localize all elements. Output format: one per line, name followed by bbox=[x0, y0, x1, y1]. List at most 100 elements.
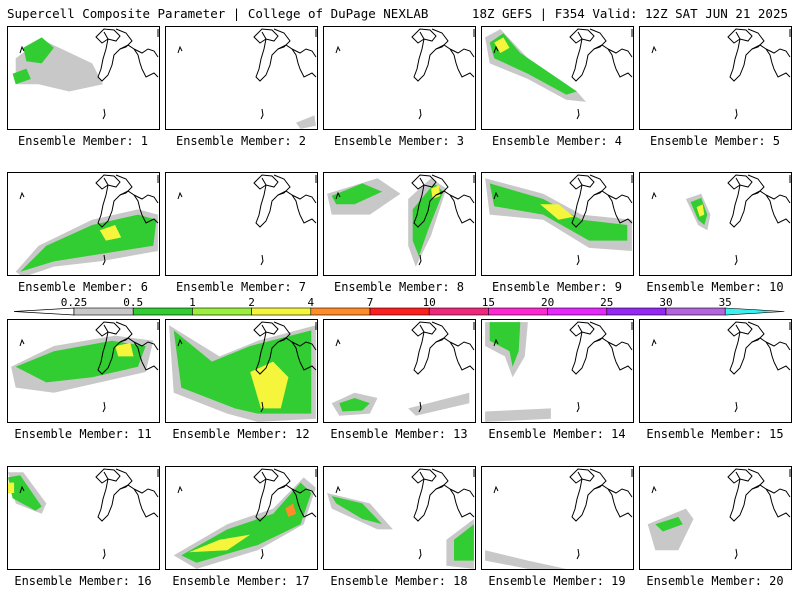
great-lakes-outline bbox=[253, 174, 279, 190]
great-lakes-outline bbox=[607, 341, 633, 351]
great-lakes-outline bbox=[589, 468, 607, 490]
great-lakes-outline bbox=[255, 31, 301, 82]
lake-mark bbox=[177, 45, 183, 54]
ensemble-panel bbox=[165, 26, 318, 130]
ensemble-member-label: Ensemble Member: 9 bbox=[491, 280, 623, 294]
great-lakes-outline bbox=[413, 177, 459, 228]
great-lakes-outline bbox=[571, 177, 617, 228]
great-lakes-outline bbox=[133, 48, 159, 58]
ensemble-panel bbox=[481, 172, 634, 276]
panel-map bbox=[485, 28, 633, 120]
ensemble-member-label: Ensemble Member: 17 bbox=[172, 574, 310, 588]
great-lakes-outline bbox=[411, 321, 437, 337]
legend-swatch bbox=[724, 307, 785, 316]
lake-mark bbox=[19, 338, 25, 347]
legend-swatch bbox=[369, 307, 430, 316]
great-lakes-outline bbox=[765, 488, 791, 498]
great-lakes-outline bbox=[411, 28, 437, 44]
lake-mark bbox=[493, 338, 499, 347]
legend-tick-label: 4 bbox=[307, 296, 314, 309]
great-lakes-outline bbox=[457, 214, 475, 224]
panel-map bbox=[485, 174, 633, 266]
ensemble-member-label: Ensemble Member: 15 bbox=[646, 427, 784, 441]
great-lakes-outline bbox=[141, 68, 159, 78]
great-lakes-outline bbox=[569, 321, 595, 337]
great-lakes-outline bbox=[253, 468, 279, 484]
scp-contour-green bbox=[331, 496, 383, 525]
legend-tick-label: 35 bbox=[719, 296, 732, 309]
great-lakes-outline bbox=[607, 194, 633, 204]
scp-contour-yellow bbox=[494, 37, 510, 53]
lake-mark bbox=[418, 401, 422, 413]
panel-map bbox=[15, 174, 159, 275]
legend-swatch bbox=[251, 307, 312, 316]
scp-contour-orange bbox=[285, 503, 296, 517]
panel-map bbox=[11, 321, 159, 413]
ensemble-member-label: Ensemble Member: 12 bbox=[172, 427, 310, 441]
great-lakes-outline bbox=[727, 174, 753, 190]
panel-map bbox=[331, 321, 475, 416]
lake-mark bbox=[576, 254, 580, 266]
legend-swatch bbox=[488, 307, 548, 316]
lake-mark bbox=[418, 548, 422, 560]
panel-map bbox=[169, 321, 317, 422]
ensemble-member-label: Ensemble Member: 19 bbox=[488, 574, 626, 588]
scp-contour-green bbox=[20, 214, 157, 272]
great-lakes-outline bbox=[141, 361, 159, 371]
ensemble-panel bbox=[323, 466, 476, 570]
scp-contour-yellow bbox=[8, 482, 15, 493]
great-lakes-outline bbox=[571, 31, 617, 82]
scp-contour-gray bbox=[647, 508, 694, 551]
panel-map bbox=[327, 174, 475, 267]
great-lakes-outline bbox=[607, 48, 633, 58]
great-lakes-outline bbox=[773, 508, 791, 518]
ensemble-member-label: Ensemble Member: 10 bbox=[646, 280, 784, 294]
panel-map bbox=[327, 468, 475, 569]
legend-tick-label: 0.25 bbox=[61, 296, 88, 309]
great-lakes-outline bbox=[615, 214, 633, 224]
lake-mark bbox=[493, 45, 499, 54]
panel-map bbox=[485, 321, 633, 422]
great-lakes-outline bbox=[457, 361, 475, 371]
great-lakes-outline bbox=[133, 488, 159, 498]
ensemble-member-label: Ensemble Member: 8 bbox=[333, 280, 465, 294]
lake-mark bbox=[102, 401, 106, 413]
great-lakes-outline bbox=[273, 321, 291, 343]
great-lakes-outline bbox=[97, 471, 143, 522]
ensemble-panel bbox=[7, 172, 160, 276]
great-lakes-outline bbox=[449, 341, 475, 351]
great-lakes-outline bbox=[569, 468, 595, 484]
great-lakes-outline bbox=[97, 31, 143, 82]
great-lakes-outline bbox=[457, 68, 475, 78]
panel-map bbox=[12, 28, 159, 120]
panel-map bbox=[651, 174, 791, 266]
legend-swatch bbox=[310, 307, 371, 316]
great-lakes-outline bbox=[727, 468, 753, 484]
lake-mark bbox=[651, 485, 657, 494]
legend-swatch bbox=[606, 307, 667, 316]
ensemble-member-label: Ensemble Member: 3 bbox=[333, 134, 465, 148]
scp-contour-gray bbox=[485, 408, 551, 422]
great-lakes-outline bbox=[291, 194, 317, 204]
ensemble-panel bbox=[323, 319, 476, 423]
great-lakes-outline bbox=[255, 324, 301, 375]
scp-contour-gray bbox=[485, 550, 567, 569]
great-lakes-outline bbox=[589, 321, 607, 343]
great-lakes-outline bbox=[457, 508, 475, 518]
great-lakes-outline bbox=[299, 68, 317, 78]
ensemble-member-label: Ensemble Member: 7 bbox=[175, 280, 307, 294]
great-lakes-outline bbox=[589, 28, 607, 50]
great-lakes-outline bbox=[115, 28, 133, 50]
ensemble-member-label: Ensemble Member: 4 bbox=[491, 134, 623, 148]
great-lakes-outline bbox=[411, 174, 437, 190]
panel-map bbox=[177, 28, 317, 129]
ensemble-panel bbox=[481, 466, 634, 570]
scp-contour-yellow bbox=[540, 204, 574, 220]
ensemble-panel bbox=[7, 466, 160, 570]
great-lakes-outline bbox=[589, 174, 607, 196]
great-lakes-outline bbox=[747, 28, 765, 50]
scp-contour-yellow bbox=[696, 204, 705, 217]
ensemble-member-label: Ensemble Member: 5 bbox=[649, 134, 781, 148]
ensemble-panel bbox=[165, 466, 318, 570]
legend-tick-label: 0.5 bbox=[123, 296, 143, 309]
